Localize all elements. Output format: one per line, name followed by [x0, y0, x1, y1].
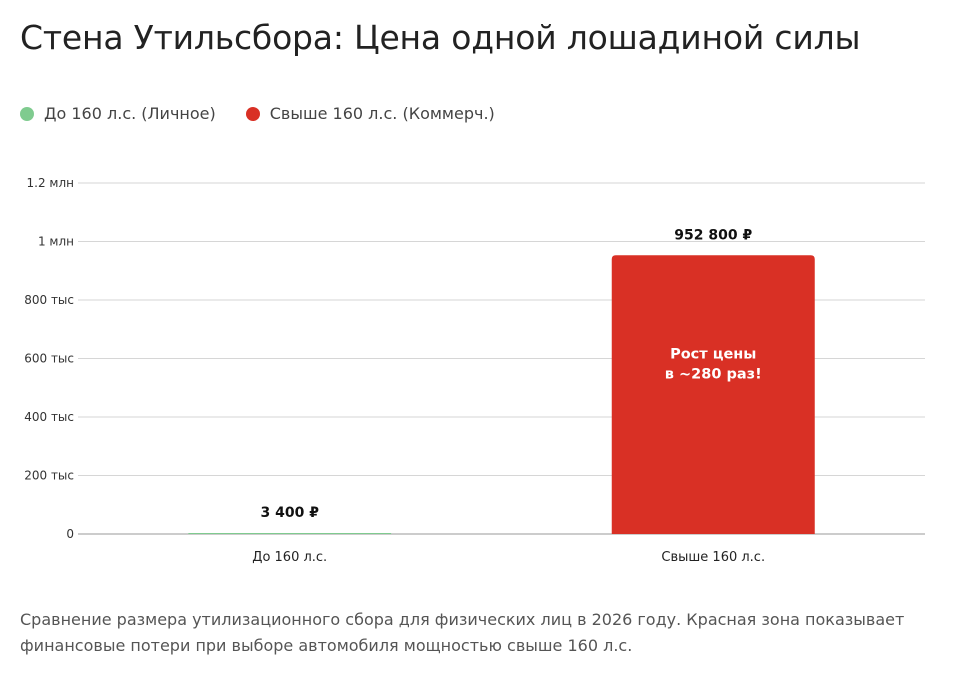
data-label: 3 400 ₽ — [261, 505, 320, 521]
legend-swatch-personal — [20, 106, 34, 121]
chart-title: Стена Утильсбора: Цена одной лошадиной с… — [20, 18, 861, 57]
y-tick-label: 200 тыс — [24, 469, 74, 483]
y-tick-label: 1.2 млн — [27, 176, 74, 190]
data-label: 952 800 ₽ — [674, 227, 752, 243]
bar-personal — [188, 533, 392, 534]
legend: До 160 л.с. (Личное) Свыше 160 л.с. (Ком… — [20, 104, 525, 123]
chart-area: 0 200 тыс 400 тыс 600 тыс 800 тыс 1 млн 1.2 мл… — [0, 160, 969, 580]
legend-item-commercial[interactable]: Свыше 160 л.с. (Коммерч.) — [245, 104, 495, 123]
y-tick-label: 600 тыс — [24, 352, 74, 366]
chart-caption: Сравнение размера утилизационного сбора … — [20, 610, 905, 655]
y-tick-label: 400 тыс — [24, 410, 74, 424]
x-tick-label: До 160 л.с. — [252, 550, 327, 565]
y-tick-label: 1 млн — [38, 235, 74, 249]
bar-commercial — [611, 255, 815, 534]
bar-chart: 0 200 тыс 400 тыс 600 тыс 800 тыс 1 млн 1.2 мл… — [24, 176, 925, 565]
legend-label-commercial: Свыше 160 л.с. (Коммерч.) — [269, 104, 495, 123]
bar-annotation: в ~280 раз! — [665, 366, 762, 382]
bar-annotation: Рост цены — [670, 346, 756, 362]
y-tick-label: 0 — [66, 527, 74, 541]
x-tick-label: Свыше 160 л.с. — [661, 550, 765, 565]
legend-item-personal[interactable]: До 160 л.с. (Личное) — [20, 104, 216, 123]
legend-swatch-commercial — [245, 106, 260, 121]
legend-label-personal: До 160 л.с. (Личное) — [44, 104, 216, 123]
y-tick-label: 800 тыс — [24, 293, 74, 307]
